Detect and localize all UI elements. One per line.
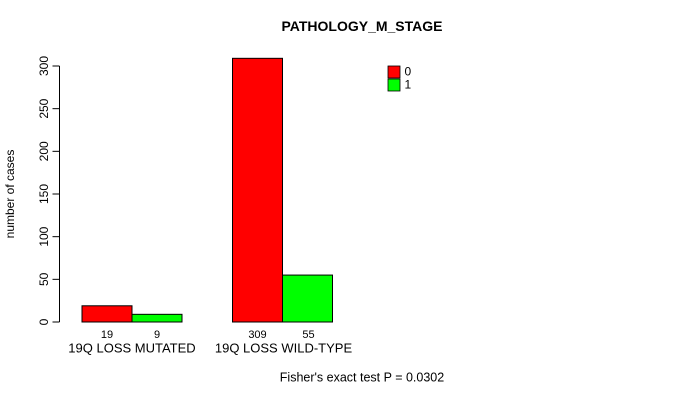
- y-tick-label: 300: [37, 56, 51, 76]
- y-axis: 0 50 100 150 200 250 300: [37, 56, 60, 325]
- legend-swatch-series-1: [387, 78, 401, 92]
- chart-title: PATHOLOGY_M_STAGE: [281, 18, 442, 34]
- bar-value-label: 309: [248, 329, 266, 341]
- bar-value-label: 9: [154, 329, 160, 341]
- bar-value-label: 55: [302, 329, 314, 341]
- bar-group-1-series-0: [232, 57, 283, 323]
- legend-label-series-0: 0: [405, 65, 412, 79]
- bar-group-0-series-0: [81, 305, 133, 323]
- legend-label-series-1: 1: [405, 78, 412, 92]
- legend-swatch-series-0: [387, 65, 401, 79]
- y-axis-title: number of cases: [3, 150, 17, 239]
- y-tick-label: 100: [37, 226, 51, 246]
- category-label: 19Q LOSS MUTATED: [68, 341, 195, 356]
- y-tick-label: 200: [37, 141, 51, 161]
- category-label: 19Q LOSS WILD-TYPE: [215, 341, 353, 356]
- y-tick-label: 50: [37, 272, 51, 286]
- legend: 0 1: [387, 65, 412, 92]
- y-tick-label: 250: [37, 98, 51, 118]
- bars: [81, 57, 333, 323]
- y-tick-label: 0: [37, 318, 51, 325]
- bar-group-0-series-1: [131, 313, 183, 323]
- y-tick-label: 150: [37, 184, 51, 204]
- bar-value-label: 19: [101, 329, 113, 341]
- footnote-text: Fisher's exact test P = 0.0302: [280, 371, 444, 385]
- bar-group-1-series-1: [282, 274, 333, 323]
